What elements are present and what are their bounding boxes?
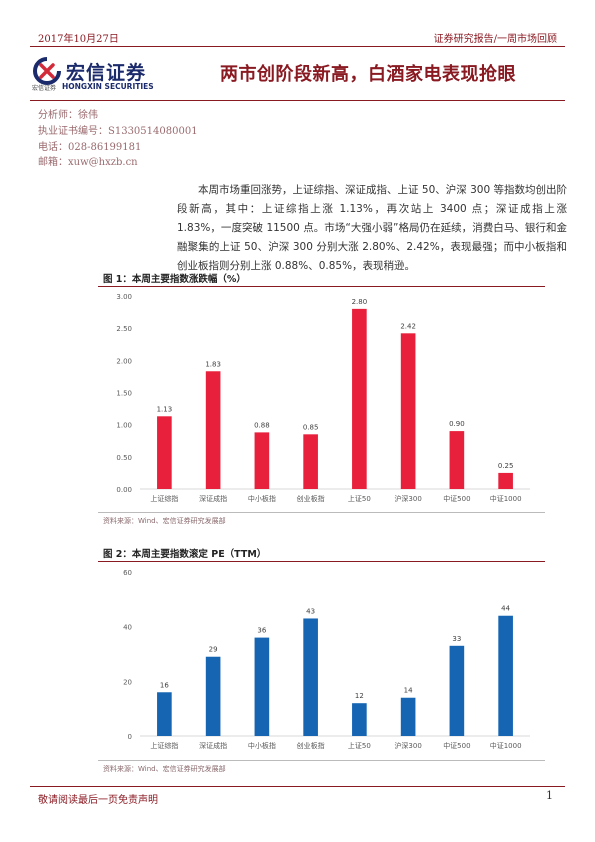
bar <box>303 434 318 489</box>
summary-paragraph: 本周市场重回涨势，上证综指、深证成指、上证 50、沪深 300 等指数均创出阶段… <box>177 184 567 272</box>
figure1-chart: 0.00 0.50 1.00 1.50 2.00 2.50 3.00 1.13 上证综指 1.83… <box>116 293 530 503</box>
analyst-email: 邮箱：xuw@hxzb.cn <box>38 157 138 168</box>
x-tick-label: 深证成指 <box>199 741 227 750</box>
bar <box>449 645 465 736</box>
y-tick-label: 2.00 <box>116 357 132 365</box>
y-tick-label: 40 <box>123 624 132 632</box>
x-tick-label: 中证1000 <box>490 494 522 503</box>
bar-value-label: 33 <box>452 635 461 643</box>
bar <box>498 615 513 736</box>
bar <box>205 656 221 736</box>
analyst-phone: 电话：028-86199181 <box>38 142 142 153</box>
x-tick-label: 中小板指 <box>248 494 276 503</box>
bar-value-label: 14 <box>404 687 413 695</box>
report-title: 两市创阶段新高，白酒家电表现抢眼 <box>220 64 516 85</box>
bar-value-label: 1.13 <box>157 405 173 413</box>
figure2-source: 资料来源：Wind、宏信证券研究发展部 <box>103 765 226 773</box>
report-date: 2017年10月27日 <box>38 34 119 45</box>
y-tick-label: 0.00 <box>116 486 132 494</box>
figure1-top-rule <box>98 286 545 287</box>
bar-value-label: 0.90 <box>449 420 465 428</box>
bar-value-label: 0.88 <box>254 421 270 429</box>
y-tick-label: 20 <box>123 678 132 686</box>
bar-value-label: 44 <box>501 605 510 613</box>
figure1-bottom-rule <box>98 512 545 513</box>
bar-value-label: 12 <box>355 692 364 700</box>
brand-name: 宏信证券 <box>66 62 147 84</box>
y-tick-label: 1.50 <box>116 390 132 398</box>
x-tick-label: 上证50 <box>348 494 371 503</box>
analyst-license: 执业证书编号：S1330514080001 <box>38 126 198 137</box>
x-tick-label: 创业板指 <box>297 494 325 503</box>
x-tick-label: 深证成指 <box>199 494 227 503</box>
bar <box>449 431 465 489</box>
bar-value-label: 0.85 <box>303 423 319 431</box>
title-divider <box>30 100 565 101</box>
x-tick-label: 上证综指 <box>150 741 178 750</box>
y-tick-label: 1.00 <box>116 422 132 430</box>
header-divider <box>30 46 565 47</box>
bar <box>400 333 416 489</box>
bar <box>352 703 367 736</box>
bar-value-label: 2.42 <box>400 322 416 330</box>
y-tick-label: 0.50 <box>116 454 132 462</box>
brand-logo: 宏信证券 宏信证券 HONGXIN SECURITIES <box>32 54 162 94</box>
analyst-name: 分析师：徐伟 <box>38 110 98 121</box>
x-tick-label: 上证综指 <box>150 494 178 503</box>
x-tick-label: 中证500 <box>443 494 470 503</box>
y-tick-label: 60 <box>123 569 132 577</box>
figure1-source: 资料来源：Wind、宏信证券研究发展部 <box>103 517 226 525</box>
bar <box>254 637 270 736</box>
bar <box>157 692 172 736</box>
bar <box>303 618 318 736</box>
bar <box>400 697 416 736</box>
figure2-title: 图 2：本周主要指数滚定 PE（TTM） <box>103 549 267 560</box>
bar-value-label: 43 <box>306 607 315 615</box>
bar-value-label: 36 <box>257 627 266 635</box>
figure2-top-rule <box>98 561 545 562</box>
brand-subtitle-en: HONGXIN SECURITIES <box>62 82 154 91</box>
figure2-bottom-rule <box>98 760 545 761</box>
x-tick-label: 沪深300 <box>394 494 421 503</box>
x-tick-label: 创业板指 <box>297 741 325 750</box>
bar <box>498 472 513 489</box>
bar <box>157 416 172 489</box>
y-tick-label: 3.00 <box>116 293 132 301</box>
report-series: 证券研究报告/一周市场回顾 <box>433 34 557 45</box>
disclaimer-note: 敬请阅读最后一页免责声明 <box>38 795 158 806</box>
brand-subtitle-cn: 宏信证券 <box>32 85 57 92</box>
figure1-title: 图 1：本周主要指数涨跌幅（%） <box>103 274 246 285</box>
x-tick-label: 中证1000 <box>490 741 522 750</box>
x-tick-label: 中小板指 <box>248 741 276 750</box>
page-number: 1 <box>546 789 553 802</box>
x-tick-label: 上证50 <box>348 741 371 750</box>
footer-divider <box>30 786 565 787</box>
bar <box>254 432 270 489</box>
bar-value-label: 16 <box>160 681 169 689</box>
bar <box>205 371 221 489</box>
y-tick-label: 0 <box>128 733 132 741</box>
bar <box>352 308 367 489</box>
bar-value-label: 29 <box>209 646 218 654</box>
figure2-chart: 0 20 40 60 16 上证综指 29 深证成指 36 中小板指 43 创业板指 12 上证50 14 沪… <box>123 569 530 750</box>
hongxin-logo-icon <box>33 57 61 85</box>
x-tick-label: 中证500 <box>443 741 470 750</box>
x-tick-label: 沪深300 <box>394 741 421 750</box>
bar-value-label: 2.80 <box>352 298 368 306</box>
bar-value-label: 0.25 <box>498 462 514 470</box>
bar-value-label: 1.83 <box>205 360 221 368</box>
y-tick-label: 2.50 <box>116 325 132 333</box>
